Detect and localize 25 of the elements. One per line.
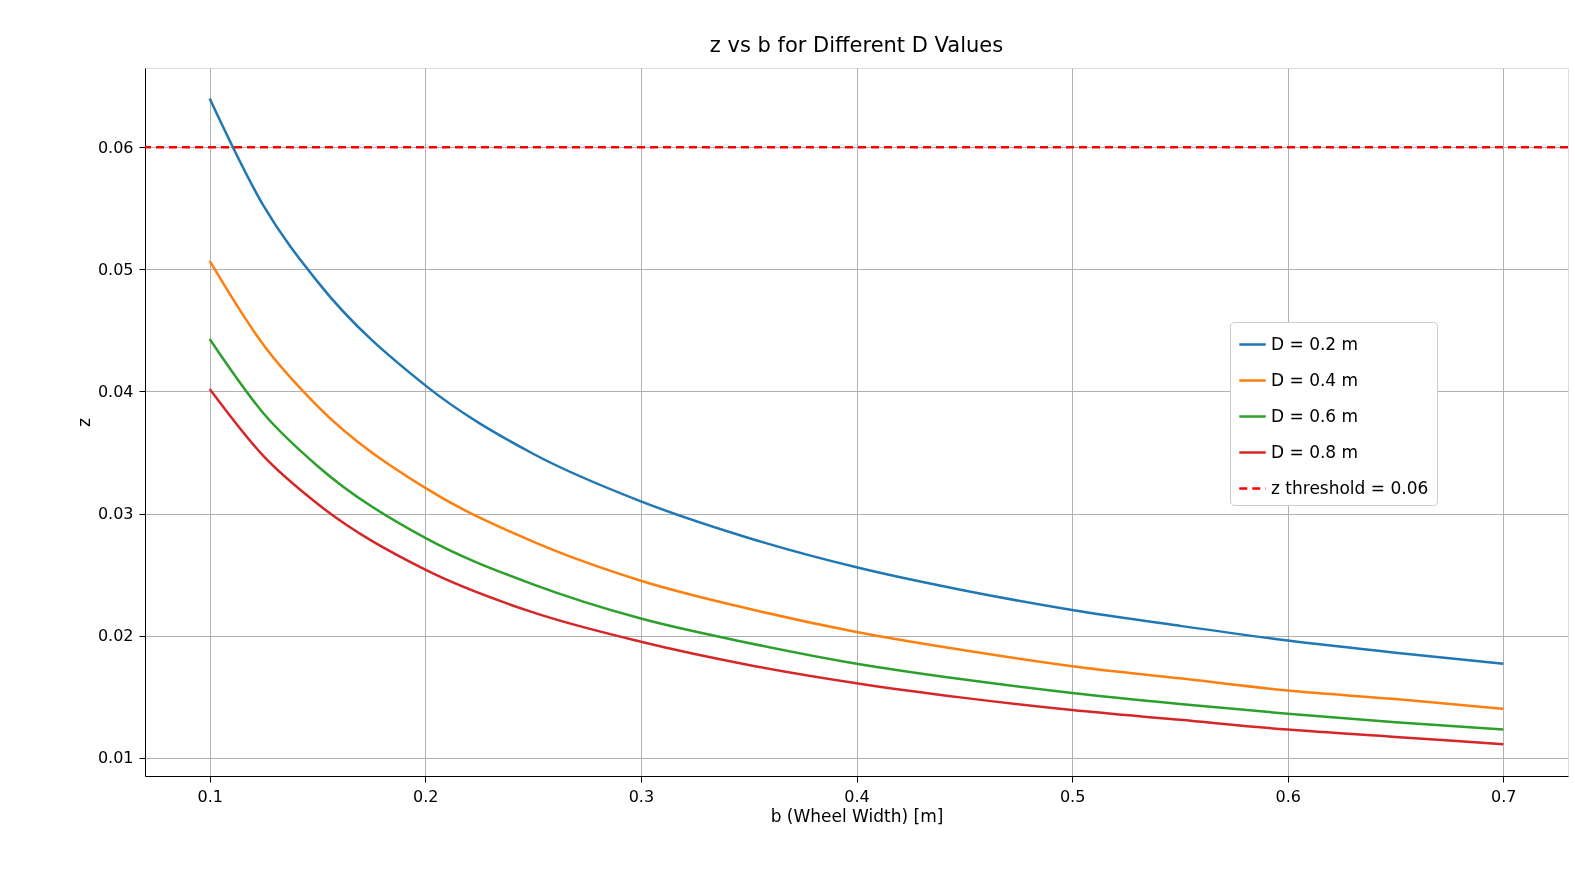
x-tick-label: 0.3	[628, 786, 655, 806]
legend-label: D = 0.2 m	[1271, 333, 1359, 354]
y-tick-label: 0.05	[97, 259, 134, 279]
legend-label: D = 0.4 m	[1271, 369, 1359, 390]
x-tick-label: 0.5	[1059, 786, 1086, 806]
line-series	[208, 387, 1505, 746]
legend-label: D = 0.6 m	[1271, 405, 1359, 426]
x-axis-title: b (Wheel Width) [m]	[770, 805, 944, 826]
y-tick-label: 0.02	[97, 626, 134, 646]
y-tick-label: 0.06	[97, 137, 134, 157]
legend-label: z threshold = 0.06	[1271, 477, 1429, 498]
x-tick-label: 0.7	[1491, 786, 1517, 806]
legend-label: D = 0.8 m	[1271, 441, 1359, 462]
x-tick-label: 0.1	[197, 786, 223, 806]
chart-title: z vs b for Different D Values	[709, 33, 1004, 57]
y-tick-label: 0.01	[97, 748, 134, 768]
line-series	[208, 337, 1505, 731]
line-series	[208, 97, 1505, 665]
y-tick-label: 0.04	[97, 381, 134, 401]
y-axis-title: z	[73, 417, 94, 427]
line-series	[208, 259, 1505, 711]
x-tick-label: 0.4	[844, 786, 870, 806]
x-tick-label: 0.2	[413, 786, 439, 806]
x-tick-label: 0.6	[1275, 786, 1301, 806]
y-tick-label: 0.03	[97, 504, 134, 524]
